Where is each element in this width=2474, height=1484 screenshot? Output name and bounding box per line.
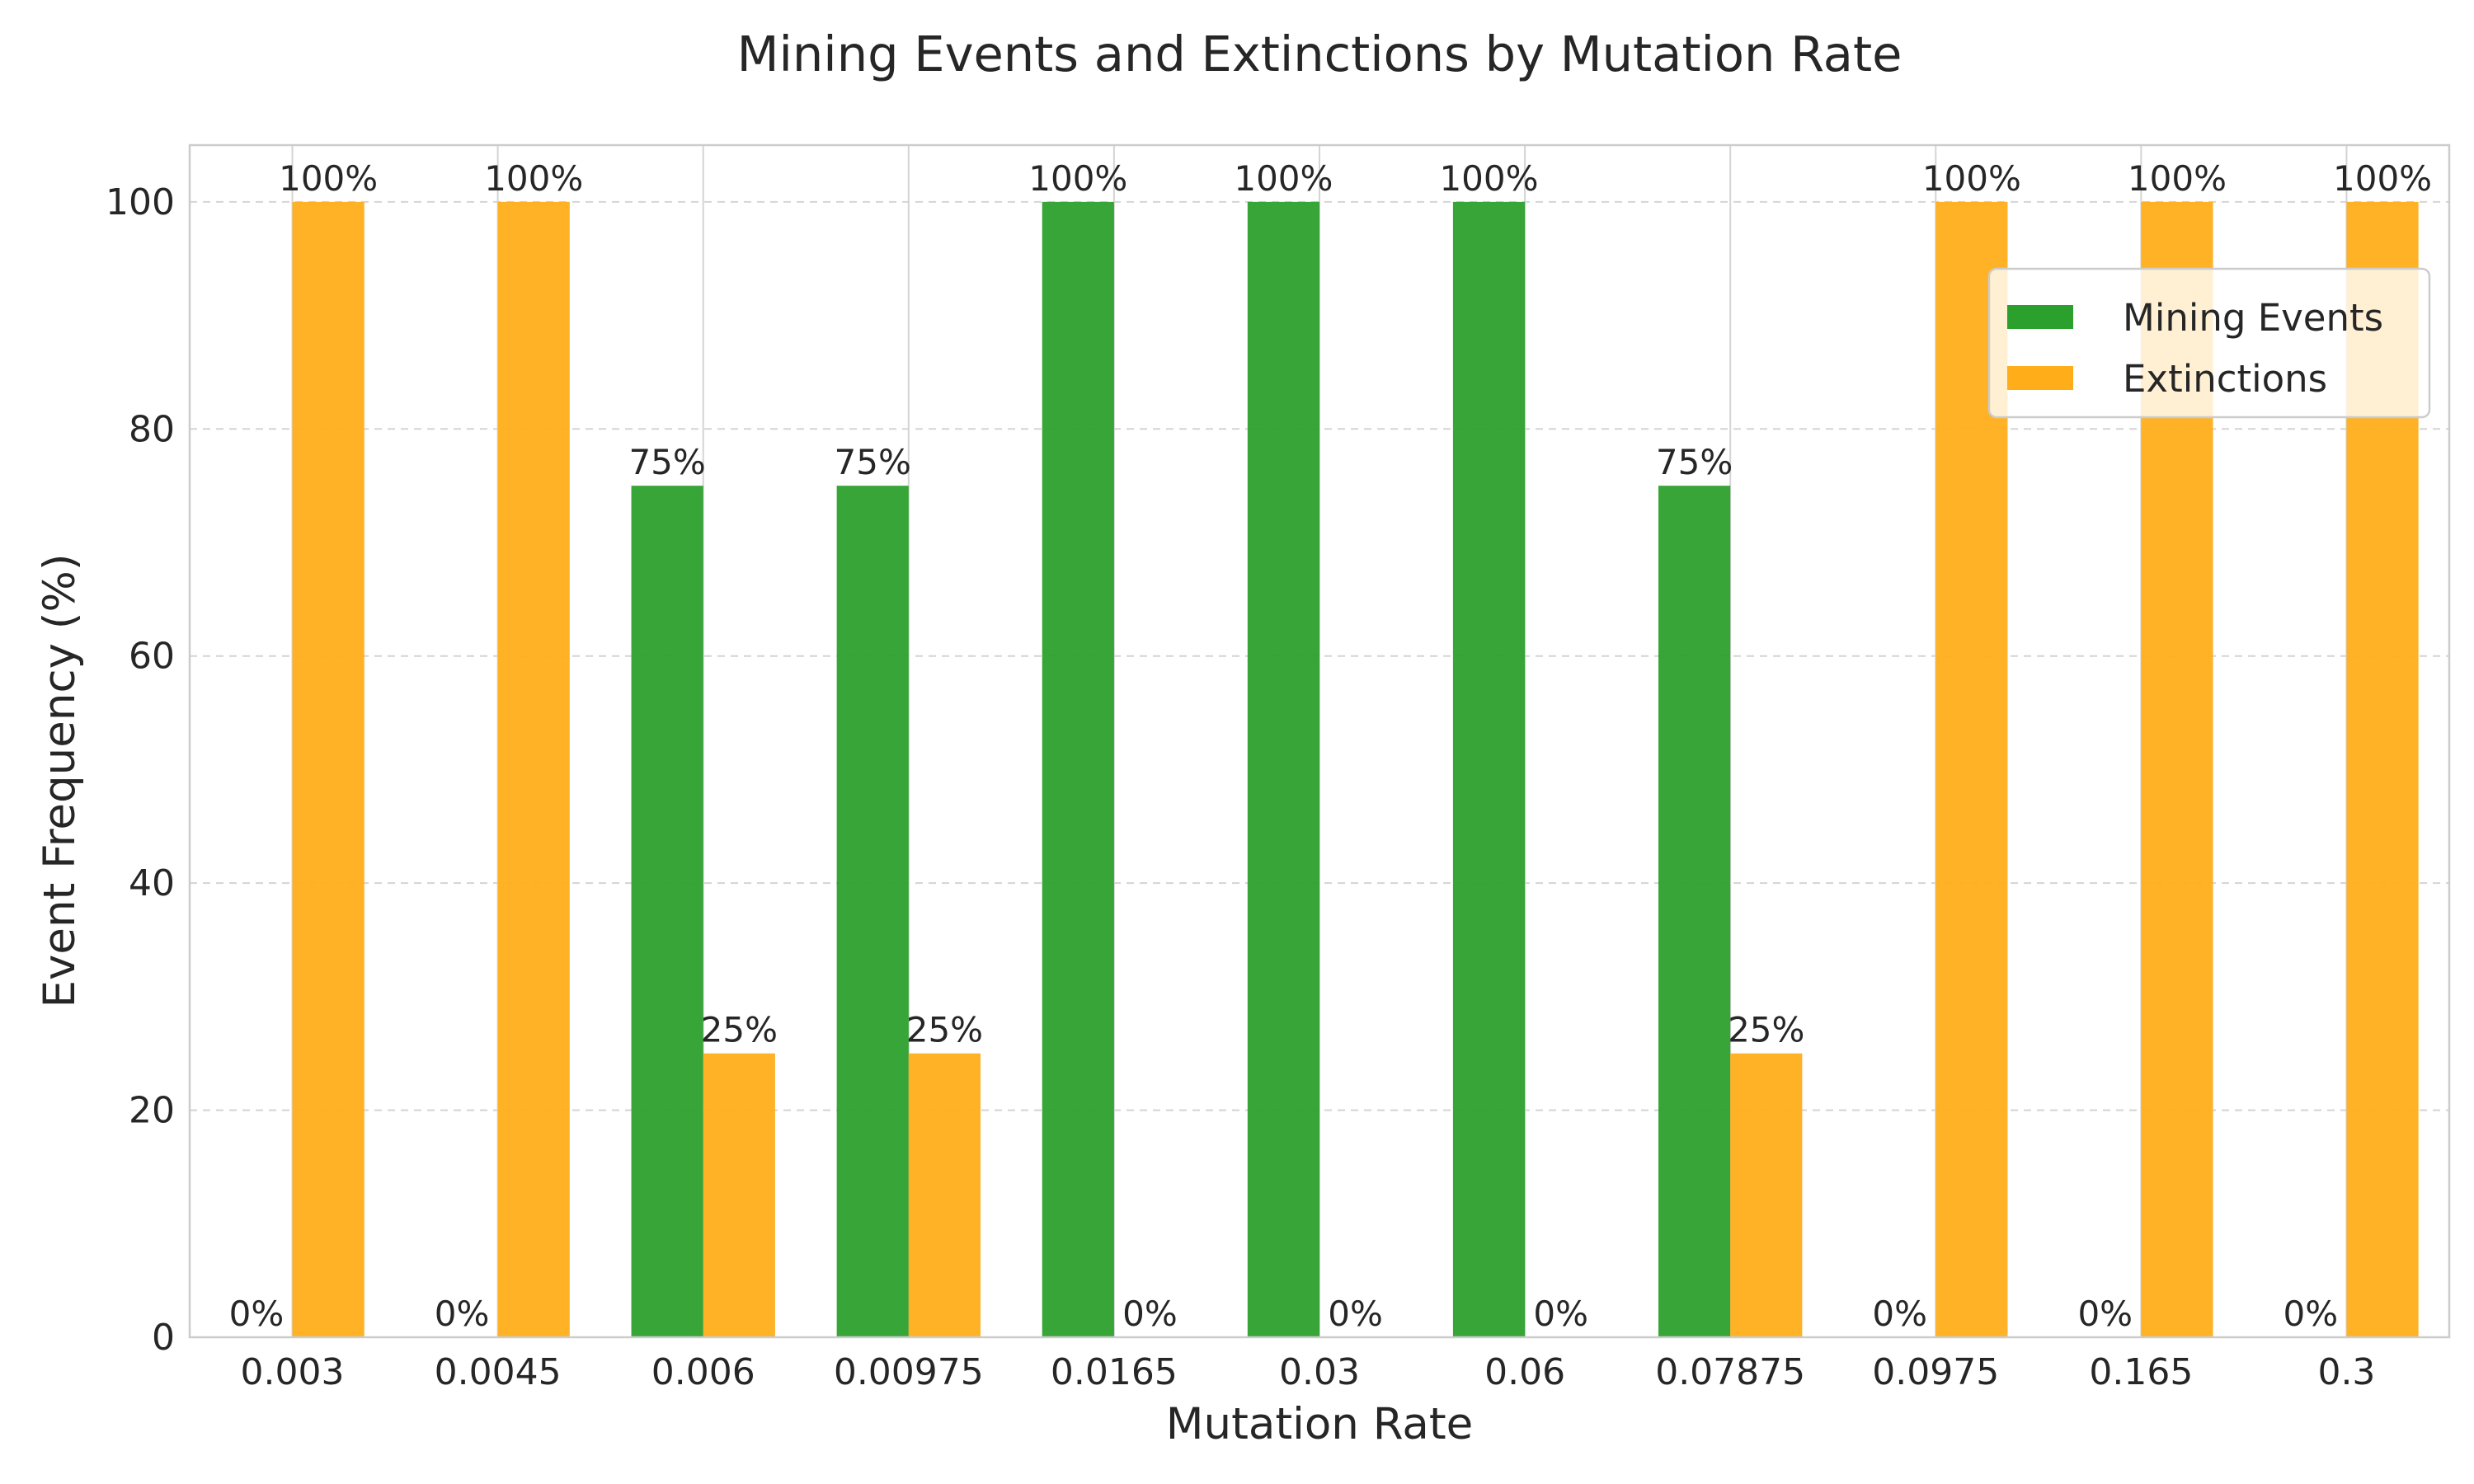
y-tick-label: 60: [129, 636, 175, 678]
bar-extinctions: [1730, 1053, 1803, 1337]
y-tick-label: 100: [106, 181, 175, 223]
bar-mining-events: [1042, 201, 1114, 1337]
x-tick-label: 0.03: [1279, 1351, 1360, 1393]
bar-value-label: 100%: [2333, 158, 2432, 199]
legend-label-extinctions: Extinctions: [2123, 357, 2327, 401]
x-tick-label: 0.3: [2317, 1351, 2375, 1393]
legend-swatch-mining-events: [2007, 305, 2073, 329]
bar-value-label: 100%: [1922, 158, 2021, 199]
bar-value-label: 0%: [435, 1294, 490, 1334]
x-tick-label: 0.0165: [1051, 1351, 1178, 1393]
bar-value-label: 75%: [1656, 442, 1733, 482]
legend-box: [1987, 267, 2431, 419]
x-tick-label: 0.00975: [834, 1351, 984, 1393]
bar-value-label: 0%: [1122, 1294, 1178, 1334]
bar-value-label: 100%: [1234, 158, 1333, 199]
x-tick-label: 0.06: [1484, 1351, 1565, 1393]
bar-value-label: 100%: [2128, 158, 2227, 199]
x-tick-label: 0.0975: [1872, 1351, 1999, 1393]
legend-swatch-extinctions: [2007, 366, 2073, 390]
bar-value-label: 0%: [1328, 1294, 1383, 1334]
x-tick-label: 0.165: [2089, 1351, 2193, 1393]
bar-extinctions: [703, 1053, 775, 1337]
bar-mining-events: [836, 486, 909, 1338]
bar-extinctions: [497, 201, 570, 1337]
x-axis-label: Mutation Rate: [1166, 1399, 1473, 1449]
y-tick-label: 40: [129, 862, 175, 904]
plot-frame: [188, 143, 2451, 1339]
axis-ticks: 0 20 40 60 80 100 0.003 0.0045 0.006 0.00975 0.016…: [106, 181, 2375, 1393]
bar-value-label: 0%: [1872, 1294, 1927, 1334]
bar-extinctions: [292, 201, 365, 1337]
bar-value-label: 0%: [2077, 1294, 2133, 1334]
bar-mining-events: [1658, 486, 1731, 1338]
legend: Mining Events Extinctions: [1987, 267, 2431, 419]
legend-label-mining-events: Mining Events: [2123, 296, 2383, 340]
bar-value-label: 0%: [1533, 1294, 1588, 1334]
bar-extinctions: [908, 1053, 981, 1337]
bar-value-label: 0%: [229, 1294, 285, 1334]
bar-value-label: 0%: [2284, 1294, 2339, 1334]
bar-value-label: 100%: [1439, 158, 1538, 199]
bars: [292, 201, 2419, 1338]
bar-mining-events: [631, 486, 703, 1338]
bar-mining-events: [1452, 201, 1526, 1337]
bar-value-label: 75%: [835, 442, 911, 482]
x-tick-label: 0.07875: [1655, 1351, 1805, 1393]
y-tick-label: 80: [129, 408, 175, 450]
bar-mining-events: [1247, 201, 1319, 1337]
data-labels: 0% 0% 75% 75% 100% 100% 100% 75% 0% 0% 0% 100% 100% 2…: [229, 158, 2432, 1334]
x-tick-label: 0.003: [241, 1351, 345, 1393]
y-tick-label: 20: [129, 1090, 175, 1132]
x-tick-label: 0.006: [651, 1351, 755, 1393]
bar-value-label: 25%: [701, 1010, 778, 1050]
y-tick-label: 0: [152, 1317, 175, 1359]
chart-title: Mining Events and Extinctions by Mutatio…: [737, 26, 1903, 82]
bar-value-label: 100%: [1028, 158, 1127, 199]
bar-value-label: 25%: [1728, 1010, 1804, 1050]
bar-value-label: 100%: [279, 158, 378, 199]
bar-value-label: 25%: [906, 1010, 983, 1050]
x-tick-label: 0.0045: [435, 1351, 562, 1393]
bar-value-label: 75%: [628, 442, 705, 482]
y-axis-label: Event Frequency (%): [35, 553, 85, 1007]
bar-value-label: 100%: [484, 158, 583, 199]
